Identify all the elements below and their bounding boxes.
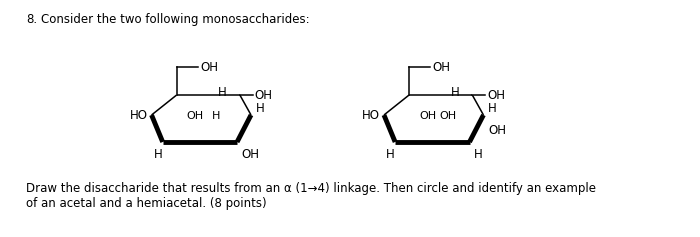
Text: Draw the disaccharide that results from an α (1→4) linkage. Then circle and iden: Draw the disaccharide that results from … xyxy=(26,182,596,195)
Text: OH: OH xyxy=(187,111,204,121)
Text: H: H xyxy=(386,149,395,161)
Text: H: H xyxy=(256,101,265,114)
Text: OH: OH xyxy=(241,149,260,161)
Text: H: H xyxy=(488,101,497,114)
Text: OH: OH xyxy=(488,123,506,137)
Text: H: H xyxy=(218,86,227,99)
Text: H: H xyxy=(154,149,162,161)
Text: H: H xyxy=(451,86,459,99)
Text: OH: OH xyxy=(419,111,436,121)
Text: H: H xyxy=(211,111,220,121)
Text: OH: OH xyxy=(200,60,218,73)
Text: of an acetal and a hemiacetal. (8 points): of an acetal and a hemiacetal. (8 points… xyxy=(26,197,267,210)
Text: OH: OH xyxy=(433,60,450,73)
Text: OH: OH xyxy=(487,88,505,101)
Text: 8.: 8. xyxy=(26,13,37,26)
Text: Consider the two following monosaccharides:: Consider the two following monosaccharid… xyxy=(41,13,309,26)
Text: HO: HO xyxy=(130,109,148,122)
Text: OH: OH xyxy=(440,111,456,121)
Text: OH: OH xyxy=(255,88,273,101)
Text: HO: HO xyxy=(363,109,380,122)
Text: H: H xyxy=(474,149,483,161)
